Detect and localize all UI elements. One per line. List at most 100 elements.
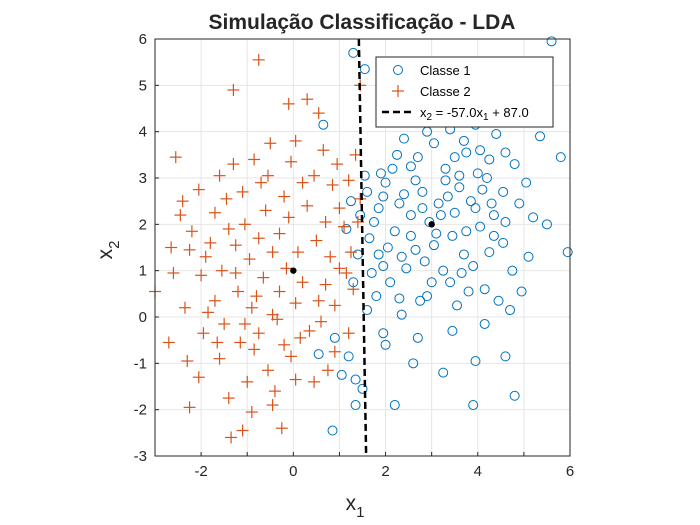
data-point-plus xyxy=(289,297,302,310)
data-point-circle xyxy=(521,177,532,188)
data-point-plus xyxy=(278,190,291,203)
data-point-circle xyxy=(500,147,511,158)
data-point-circle xyxy=(498,186,509,197)
data-point-plus xyxy=(229,266,242,279)
y-axis-label-base: x xyxy=(94,248,117,259)
data-point-plus xyxy=(308,169,321,182)
data-point-circle xyxy=(435,210,446,221)
data-point-circle xyxy=(373,203,384,214)
data-point-plus xyxy=(282,211,295,224)
data-point-circle xyxy=(378,261,389,272)
x-tick-label: 2 xyxy=(381,463,389,480)
data-point-plus xyxy=(238,218,251,231)
data-point-plus xyxy=(319,278,332,291)
data-point-plus xyxy=(183,401,196,414)
data-point-plus xyxy=(248,343,261,356)
data-point-circle xyxy=(350,374,361,385)
data-point-circle xyxy=(470,356,481,367)
y-tick-label: 1 xyxy=(139,263,147,280)
data-point-circle xyxy=(426,277,437,288)
data-point-circle xyxy=(454,170,465,181)
data-point-circle xyxy=(357,383,368,394)
legend-label-classe-2: Classe 2 xyxy=(420,84,471,99)
data-point-plus xyxy=(176,195,189,208)
data-point-circle xyxy=(313,349,324,360)
centroids xyxy=(290,221,435,274)
data-point-plus xyxy=(261,364,274,377)
data-point-circle xyxy=(428,240,439,251)
data-point-circle xyxy=(445,277,456,288)
data-point-circle xyxy=(410,175,421,186)
data-point-plus xyxy=(342,327,355,340)
data-point-circle xyxy=(449,152,460,163)
data-point-circle xyxy=(389,400,400,411)
data-point-plus xyxy=(261,169,274,182)
data-point-circle xyxy=(396,251,407,262)
data-point-plus xyxy=(266,399,279,412)
data-point-plus xyxy=(165,241,178,254)
data-point-circle xyxy=(341,223,352,234)
data-point-plus xyxy=(273,285,286,298)
data-point-plus xyxy=(218,317,231,330)
data-point-plus xyxy=(227,158,240,171)
y-tick-label: -3 xyxy=(134,448,147,465)
data-point-plus xyxy=(220,192,233,205)
data-point-plus xyxy=(248,153,261,166)
data-point-plus xyxy=(199,250,212,263)
data-point-plus xyxy=(308,375,321,388)
legend-box xyxy=(375,56,554,128)
data-point-circle xyxy=(477,184,488,195)
data-point-plus xyxy=(328,299,341,312)
data-point-circle xyxy=(461,226,472,237)
data-point-plus xyxy=(301,93,314,106)
data-point-circle xyxy=(470,203,481,214)
data-point-circle xyxy=(523,251,534,262)
data-point-plus xyxy=(208,294,221,307)
data-point-circle xyxy=(468,400,479,411)
data-point-circle xyxy=(452,300,463,311)
data-point-plus xyxy=(232,285,244,298)
data-point-circle xyxy=(355,210,366,221)
data-point-circle xyxy=(541,219,552,230)
data-point-circle xyxy=(343,351,354,362)
data-point-plus xyxy=(278,338,291,351)
data-point-plus xyxy=(257,271,270,284)
data-point-circle xyxy=(380,177,391,188)
data-point-circle xyxy=(488,230,499,241)
data-point-plus xyxy=(169,151,182,164)
data-point-circle xyxy=(364,233,375,244)
y-tick-label: 0 xyxy=(139,309,147,326)
data-point-plus xyxy=(354,192,367,205)
legend-marker-classe-2 xyxy=(392,85,404,97)
data-point-plus xyxy=(213,169,226,182)
x-axis-label-base: x xyxy=(346,492,357,515)
data-point-plus xyxy=(174,209,187,222)
data-point-circle xyxy=(484,154,495,165)
data-point-plus xyxy=(289,373,302,386)
data-point-circle xyxy=(458,249,469,260)
data-point-circle xyxy=(488,210,499,221)
data-point-circle xyxy=(415,295,426,306)
data-point-plus xyxy=(245,301,258,314)
data-point-circle xyxy=(438,265,449,276)
data-point-plus xyxy=(282,97,295,110)
data-point-circle xyxy=(438,367,449,378)
data-point-plus xyxy=(229,239,242,252)
data-point-plus xyxy=(303,324,316,337)
data-point-circle xyxy=(348,47,359,58)
data-point-circle xyxy=(479,284,490,295)
data-point-circle xyxy=(359,64,370,75)
data-point-plus xyxy=(273,227,286,240)
y-tick-label: -1 xyxy=(134,355,147,372)
data-point-circle xyxy=(399,189,409,200)
decision-boundary xyxy=(357,38,368,457)
data-point-plus xyxy=(340,266,353,279)
chart-title: Simulação Classificação - LDA xyxy=(209,11,516,34)
data-point-circle xyxy=(482,173,492,183)
data-point-circle xyxy=(385,277,396,288)
data-point-plus xyxy=(324,250,337,263)
data-point-circle xyxy=(562,247,573,258)
data-point-circle xyxy=(468,261,479,272)
y-tick-label: 6 xyxy=(139,31,147,48)
data-point-plus xyxy=(268,385,281,398)
